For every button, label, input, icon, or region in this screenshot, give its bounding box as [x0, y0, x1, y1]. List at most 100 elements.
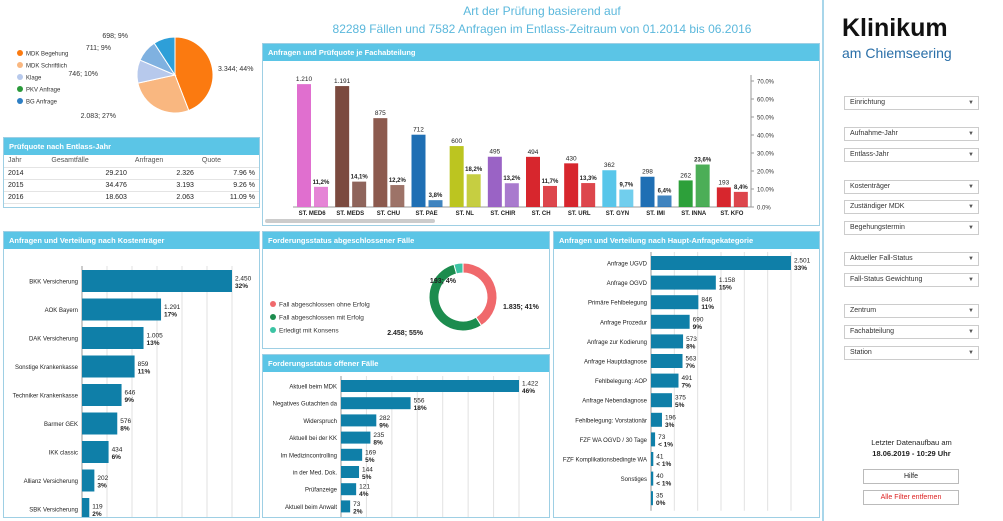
bar-label: 235	[373, 432, 384, 439]
bar-pruefquote	[543, 185, 557, 207]
bar-label: 196	[665, 414, 676, 421]
bar-label: 846	[701, 297, 712, 304]
bar-pct-label: 2%	[92, 511, 102, 517]
bar-label: 563	[686, 356, 697, 363]
table-row[interactable]: 2016 18.603 2.063 11.09 %	[4, 191, 259, 204]
x-tick-label: ST. IMI	[646, 211, 665, 217]
bar-pct-label: 5%	[365, 457, 375, 464]
bar	[651, 275, 716, 290]
legend-item: MDK Begehung	[26, 52, 68, 58]
pie-chart-pruefart: MDK Begehung MDK Schriftlich Klage PKV Anfr…	[17, 33, 253, 120]
legend-item: Erledigt mit Konsens	[279, 328, 339, 335]
bar-label: 859	[138, 361, 149, 368]
bar-pct-label: 9%	[379, 422, 389, 429]
col-gesamtfaelle[interactable]: Gesamtfälle	[47, 155, 131, 168]
pruefquote-table: Jahr Gesamtfälle Anfragen Quote 2014 29.2…	[4, 155, 259, 204]
datenaufbau-date: 18.06.2019 - 10:29 Uhr	[872, 449, 951, 458]
chevron-down-icon: ▼	[968, 308, 974, 314]
filter-entlass-jahr[interactable]: Entlass-Jahr ▼	[844, 148, 979, 162]
category-label: Anfrage UGVD	[607, 262, 648, 268]
table-row[interactable]: 2014 29.210 2.326 7.96 %	[4, 167, 259, 180]
category-label: FZF WA OGVD / 30 Tage	[580, 438, 648, 444]
chevron-down-icon: ▼	[968, 256, 974, 262]
chevron-down-icon: ▼	[968, 100, 974, 106]
forderung-abgeschlossen-title: Forderungsstatus abgeschlossener Fälle	[263, 232, 549, 249]
filter-zentrum[interactable]: Zentrum ▼	[844, 304, 979, 318]
bar	[651, 471, 654, 486]
col-jahr[interactable]: Jahr	[4, 155, 48, 168]
bar-label: 375	[675, 395, 686, 402]
filter-fachabteilung[interactable]: Fachabteilung ▼	[844, 325, 979, 339]
bar-label: 262	[680, 172, 691, 179]
bar-pct-label: 32%	[235, 283, 248, 290]
bar-anfragen	[678, 180, 693, 207]
category-label: Allianz Versicherung	[24, 479, 78, 485]
bar	[82, 412, 118, 435]
x-tick-label: ST. MED6	[299, 211, 327, 217]
bar-label: 556	[414, 398, 425, 405]
filter-fall-status[interactable]: Aktueller Fall-Status ▼	[844, 252, 979, 266]
bar-anfragen	[335, 86, 350, 207]
bar-label: 9,7%	[619, 183, 633, 189]
help-button[interactable]: Hilfe	[863, 469, 959, 484]
x-tick-label: ST. MEDS	[336, 211, 364, 217]
category-label: Anfrage OGVD	[607, 281, 648, 287]
bar-label: 18,2%	[465, 167, 483, 173]
category-label: DAK Versicherung	[29, 337, 78, 343]
anfragekategorie-panel: Anfragen und Verteilung nach Haupt-Anfra…	[553, 231, 820, 518]
col-quote[interactable]: Quote	[197, 155, 259, 168]
y2-tick-label: 50.0%	[757, 116, 775, 122]
reset-filters-button[interactable]: Alle Filter entfernen	[863, 490, 959, 505]
bar	[82, 270, 232, 292]
bar	[82, 298, 162, 321]
filter-zustaendiger-mdk[interactable]: Zuständiger MDK ▼	[844, 200, 979, 214]
filter-einrichtung[interactable]: Einrichtung ▼	[844, 96, 979, 110]
bar	[651, 334, 684, 349]
bar-anfragen	[411, 134, 426, 207]
fachabteilung-chart: 70.0% 60.0% 50.0% 40.0% 30.0% 20.0% 10.0% 0.0% 1…	[265, 75, 775, 223]
bar-pct-label: < 1%	[656, 461, 671, 468]
legend-marker	[17, 74, 23, 80]
bar-anfragen	[297, 84, 311, 207]
y2-tick-label: 0.0%	[757, 206, 771, 212]
x-tick-label: ST. CHU	[377, 211, 400, 217]
bar-label: 193	[718, 179, 729, 186]
filter-aufnahme-jahr[interactable]: Aufnahme-Jahr ▼	[844, 127, 979, 141]
bar	[341, 500, 351, 513]
pie-label: 746; 10%	[68, 71, 98, 78]
category-label: Aktuell bei der KK	[289, 436, 337, 442]
bar	[82, 441, 109, 463]
chevron-down-icon: ▼	[968, 350, 974, 356]
bar-label: 282	[379, 415, 390, 422]
bar	[82, 355, 135, 378]
filter-kostentraeger[interactable]: Kostenträger ▼	[844, 180, 979, 194]
category-label: Aktuell beim MDK	[289, 385, 337, 391]
category-label: Sonstiges	[621, 477, 647, 483]
bar-label: 11,7%	[542, 179, 559, 185]
bar-label: 6,4%	[658, 188, 672, 194]
legend-item: PKV Anfrage	[26, 88, 61, 94]
category-label: Sonstige Krankenkasse	[15, 365, 79, 371]
pruefquote-panel: Prüfquote nach Entlass-Jahr Jahr Gesamtf…	[3, 137, 260, 208]
bar-pct-label: 13%	[147, 340, 160, 347]
table-row[interactable]: 2015 34.476 3.193 9.26 %	[4, 179, 259, 192]
legend-marker	[270, 327, 276, 333]
filter-begehungstermin[interactable]: Begehungstermin ▼	[844, 221, 979, 235]
bar-pct-label: 5%	[362, 474, 372, 481]
page-title: Art der Prüfung basierend auf	[463, 4, 621, 18]
y2-tick-label: 60.0%	[757, 98, 775, 104]
chevron-down-icon: ▼	[968, 152, 974, 158]
horizontal-scrollbar[interactable]	[265, 219, 435, 223]
bar-pct-label: 5%	[675, 402, 685, 409]
legend-marker	[270, 301, 276, 307]
bar	[651, 412, 662, 427]
bar-label: 491	[681, 375, 692, 382]
filter-station[interactable]: Station ▼	[844, 346, 979, 360]
bar-pruefquote	[695, 164, 710, 207]
bar	[651, 491, 653, 506]
bar-label: 13,2%	[503, 176, 521, 182]
col-anfragen[interactable]: Anfragen	[130, 155, 198, 168]
filter-fall-status-gewichtung[interactable]: Fall-Status Gewichtung ▼	[844, 273, 979, 287]
bar-anfragen	[602, 170, 617, 207]
